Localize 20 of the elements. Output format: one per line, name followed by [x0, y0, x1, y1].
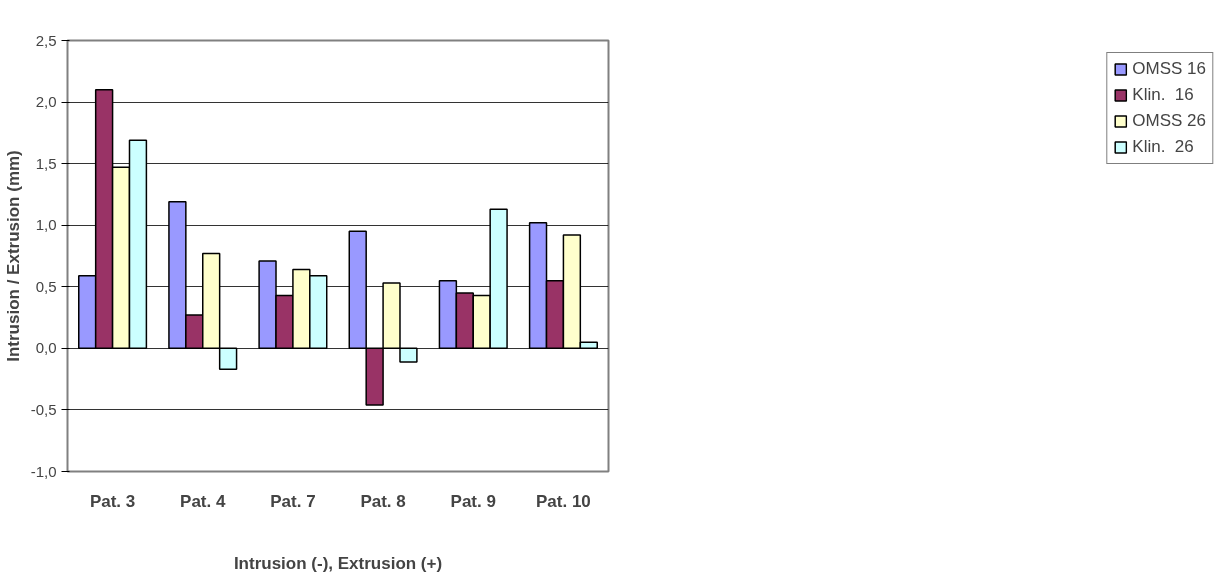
x-tick-label: Pat. 4	[180, 491, 226, 511]
legend-label: Klin. 26	[1132, 137, 1194, 157]
y-tick-label: 2,0	[35, 93, 57, 111]
x-tick-label: Pat. 8	[360, 491, 406, 511]
legend-label: OMSS 26	[1132, 111, 1206, 131]
x-axis-title: Intrusion (-), Extrusion (+)	[233, 553, 443, 573]
x-tick-label: Pat. 7	[270, 491, 316, 511]
y-tick-label: 0,0	[35, 339, 57, 357]
x-tick-label: Pat. 3	[89, 491, 136, 511]
y-tick-label: -1,0	[30, 462, 57, 480]
legend-label: Klin. 16	[1132, 85, 1194, 105]
x-tick-label: Pat. 10	[536, 491, 591, 511]
y-axis-title: Intrusion / Extrusion (mm)	[3, 150, 23, 362]
y-tick-label: 0,5	[35, 277, 57, 295]
y-tick-label: 1,5	[35, 154, 57, 172]
y-tick-label: 1,0	[35, 216, 57, 234]
x-tick-label: Pat. 9	[450, 491, 496, 511]
y-tick-label: -0,5	[30, 400, 57, 418]
y-tick-label: 2,5	[35, 31, 57, 49]
legend-label: OMSS 16	[1132, 59, 1206, 79]
